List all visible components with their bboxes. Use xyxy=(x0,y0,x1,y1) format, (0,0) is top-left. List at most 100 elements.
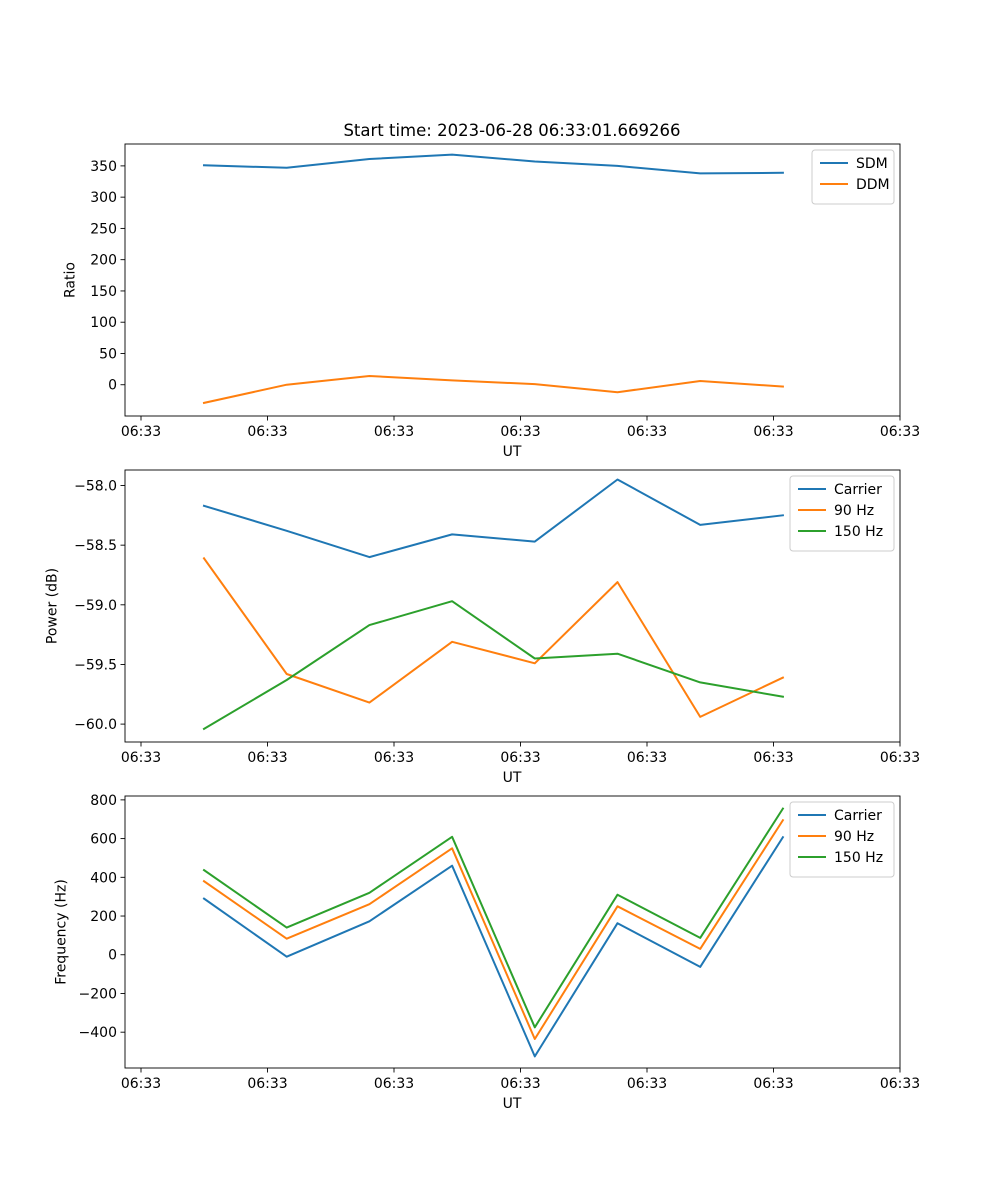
x-tick-label: 06:33 xyxy=(500,750,540,766)
x-axis-label: UT xyxy=(503,770,522,786)
data-point xyxy=(616,580,620,584)
data-point xyxy=(450,599,454,603)
data-point xyxy=(450,864,454,868)
y-tick-label: −59.0 xyxy=(74,598,117,614)
data-point xyxy=(781,835,785,839)
data-point xyxy=(781,807,785,811)
x-tick-label: 06:33 xyxy=(247,750,287,766)
legend-label: Carrier xyxy=(834,482,882,498)
y-tick-label: 600 xyxy=(90,832,117,848)
x-tick-label: 06:33 xyxy=(627,1076,667,1092)
series-150-hz xyxy=(202,807,785,1029)
x-tick-label: 06:33 xyxy=(627,424,667,440)
data-point xyxy=(285,166,289,170)
data-point xyxy=(285,678,289,682)
data-point xyxy=(285,529,289,533)
series-sdm xyxy=(202,153,784,175)
y-tick-label: 50 xyxy=(99,346,117,362)
y-tick-label: 200 xyxy=(90,909,117,925)
x-tick-label: 06:33 xyxy=(374,750,414,766)
data-point xyxy=(367,623,371,627)
data-point xyxy=(781,695,785,699)
data-point xyxy=(285,383,289,387)
data-point xyxy=(367,701,371,705)
series-carrier xyxy=(202,478,785,559)
x-tick-label: 06:33 xyxy=(121,1076,161,1092)
legend-label: DDM xyxy=(856,177,890,193)
data-point xyxy=(285,937,289,941)
x-tick-label: 06:33 xyxy=(374,424,414,440)
y-tick-label: 800 xyxy=(90,793,117,809)
data-point xyxy=(202,879,206,883)
series-line xyxy=(202,556,785,718)
y-tick-label: 350 xyxy=(90,159,117,175)
y-axis-label: Frequency (Hz) xyxy=(53,879,69,985)
legend-box xyxy=(789,475,895,552)
y-tick-label: −58.5 xyxy=(74,538,117,554)
x-axis-label: UT xyxy=(503,444,522,460)
data-point xyxy=(285,955,289,959)
data-point xyxy=(450,640,454,644)
data-point xyxy=(367,902,371,906)
series-90-hz xyxy=(202,556,785,719)
x-tick-label: 06:33 xyxy=(880,750,920,766)
data-point xyxy=(367,555,371,559)
legend-label: 150 Hz xyxy=(834,850,883,866)
x-tick-label: 06:33 xyxy=(627,750,667,766)
data-point xyxy=(698,715,702,719)
x-tick-label: 06:33 xyxy=(374,1076,414,1092)
x-tick-label: 06:33 xyxy=(880,424,920,440)
data-point xyxy=(202,504,206,508)
y-tick-label: −400 xyxy=(79,1025,117,1041)
subplot-3: 06:3306:3306:3306:3306:3306:3306:3306:34… xyxy=(53,793,920,1112)
data-point xyxy=(698,523,702,527)
data-point xyxy=(533,382,537,386)
series-150-hz xyxy=(202,599,785,731)
data-point xyxy=(202,868,206,872)
x-tick-label: 06:33 xyxy=(753,1076,793,1092)
data-point xyxy=(698,965,702,969)
subplot-2: 06:3306:3306:3306:3306:3306:3306:3306:34… xyxy=(45,469,920,786)
data-point xyxy=(698,171,702,175)
x-tick-label: 06:33 xyxy=(880,1076,920,1092)
data-point xyxy=(616,390,620,394)
legend-label: 150 Hz xyxy=(834,524,883,540)
data-point xyxy=(781,676,785,680)
y-axis-label: Ratio xyxy=(62,262,78,298)
series-line xyxy=(202,153,784,175)
y-tick-label: −58.0 xyxy=(74,479,117,495)
y-tick-label: 200 xyxy=(90,253,117,269)
legend-label: 90 Hz xyxy=(834,503,874,519)
legend-box xyxy=(789,801,895,878)
legend: Carrier 90 Hz 150 Hz xyxy=(789,475,895,552)
data-point xyxy=(367,919,371,923)
x-tick-label: 06:33 xyxy=(500,1076,540,1092)
y-tick-label: −60.0 xyxy=(74,717,117,733)
figure-title: Start time: 2023-06-28 06:33:01.669266 xyxy=(343,121,680,140)
axes-frame xyxy=(124,143,901,417)
data-point xyxy=(533,540,537,544)
series-line xyxy=(202,835,785,1058)
data-point xyxy=(367,891,371,895)
data-point xyxy=(533,1025,537,1029)
subplots: 06:3306:3306:3306:3306:3306:3306:3306:34… xyxy=(45,143,920,1112)
data-point xyxy=(450,532,454,536)
y-tick-label: 400 xyxy=(90,870,117,886)
data-point xyxy=(533,1037,537,1041)
axes-frame xyxy=(124,795,901,1069)
subplot-1: 06:3306:3306:3306:3306:3306:3306:3306:34… xyxy=(62,143,920,460)
data-point xyxy=(781,818,785,822)
y-tick-label: 300 xyxy=(90,190,117,206)
x-tick-label: 06:33 xyxy=(753,750,793,766)
legend: SDM DDM xyxy=(811,149,895,205)
legend-label: 90 Hz xyxy=(834,829,874,845)
legend: Carrier 90 Hz 150 Hz xyxy=(789,801,895,878)
x-tick-label: 06:33 xyxy=(247,424,287,440)
data-point xyxy=(616,893,620,897)
data-point xyxy=(533,160,537,164)
x-tick-label: 06:33 xyxy=(121,750,161,766)
data-point xyxy=(367,374,371,378)
data-point xyxy=(202,897,206,901)
data-point xyxy=(367,157,371,161)
